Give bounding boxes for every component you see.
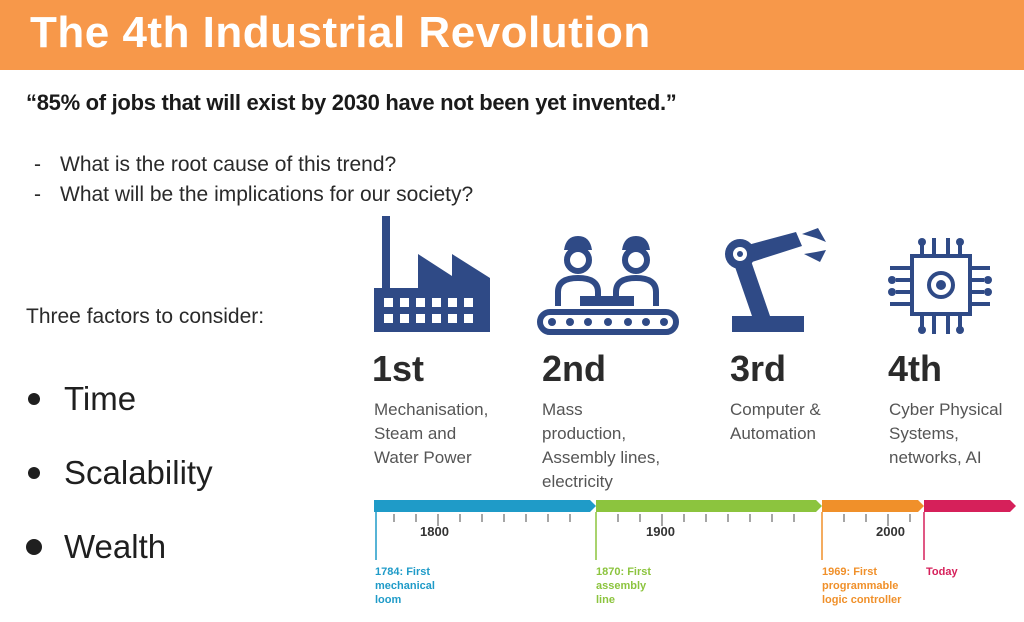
factor-item: Scalability — [24, 436, 213, 510]
revolution-ordinal: 4th — [888, 348, 942, 389]
timeline-event: Today — [926, 566, 958, 578]
factory-icon — [374, 216, 490, 332]
workers-conveyor-icon — [537, 236, 679, 335]
revolution-ordinal: 1st — [372, 348, 425, 389]
circuit-chip-icon — [888, 238, 992, 334]
question-item: - What is the root cause of this trend? — [34, 153, 397, 176]
revolution-ordinal: 3rd — [730, 348, 787, 389]
timeline-year: 1800 — [420, 524, 449, 539]
quote: “85% of jobs that will exist by 2030 hav… — [26, 90, 677, 115]
factor-item: Time — [24, 362, 213, 436]
timeline-event: 1969: First programmable logic controller — [822, 566, 902, 606]
revolution-description: Mass production, Assembly lines, electricit… — [542, 400, 661, 491]
bullet-icon — [28, 393, 40, 405]
factor-list: Time Scalability Wealth — [24, 362, 213, 584]
title-bar: The 4th Industrial Revolution — [0, 0, 1024, 70]
factors-intro: Three factors to consider: — [26, 305, 265, 328]
timeline-bar — [374, 500, 1016, 560]
revolution-description: Cyber Physical Systems, networks, AI — [889, 400, 1003, 467]
timeline-event: 1784: First mechanical loom — [375, 566, 435, 606]
revolution-description: Computer & Automation — [730, 400, 821, 443]
revolution-description: Mechanisation, Steam and Water Power — [374, 400, 489, 467]
bullet-icon — [28, 467, 40, 479]
revolution-ordinal: 2nd — [542, 348, 607, 389]
question-item: - What will be the implications for our s… — [34, 183, 474, 206]
timeline-year: 2000 — [876, 524, 905, 539]
question-list: - What is the root cause of this trend? -… — [34, 150, 473, 210]
timeline-event: 1870: First assembly line — [596, 566, 652, 606]
slide-title: The 4th Industrial Revolution — [30, 8, 651, 57]
robot-arm-icon — [725, 228, 826, 332]
factor-item: Wealth — [24, 510, 213, 584]
bullet-icon — [26, 539, 42, 555]
timeline-year: 1900 — [646, 524, 675, 539]
